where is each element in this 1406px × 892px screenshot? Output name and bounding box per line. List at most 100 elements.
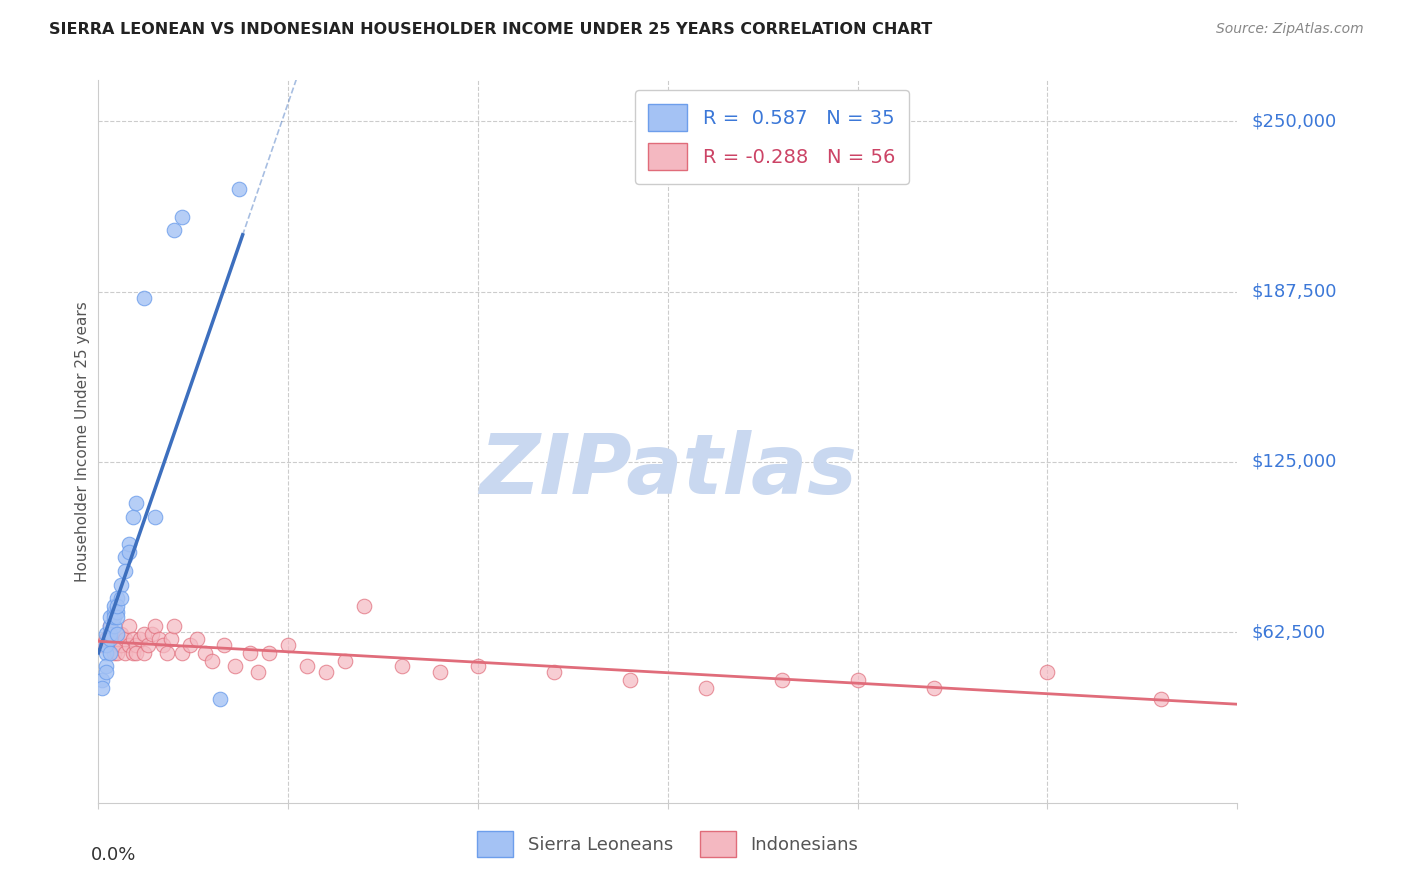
- Point: [98, 610, 121, 624]
- Point: [118, 638, 141, 652]
- Point: [98, 626, 121, 640]
- Point: [259, 646, 281, 660]
- Point: [110, 577, 132, 591]
- Point: [107, 632, 129, 647]
- Point: [114, 564, 136, 578]
- Point: [170, 210, 193, 224]
- Point: [170, 646, 193, 660]
- Point: [132, 626, 155, 640]
- Point: [121, 632, 143, 647]
- Point: [159, 632, 181, 647]
- Point: [103, 605, 125, 619]
- Point: [94, 626, 117, 640]
- Point: [118, 537, 141, 551]
- Point: [297, 659, 319, 673]
- Text: $62,500: $62,500: [1251, 624, 1326, 641]
- Text: SIERRA LEONEAN VS INDONESIAN HOUSEHOLDER INCOME UNDER 25 YEARS CORRELATION CHART: SIERRA LEONEAN VS INDONESIAN HOUSEHOLDER…: [49, 22, 932, 37]
- Point: [107, 626, 129, 640]
- Point: [110, 591, 132, 606]
- Point: [125, 638, 148, 652]
- Point: [103, 618, 125, 632]
- Point: [132, 292, 155, 306]
- Point: [136, 638, 159, 652]
- Point: [125, 496, 148, 510]
- Point: [467, 659, 489, 673]
- Point: [114, 646, 136, 660]
- Text: Source: ZipAtlas.com: Source: ZipAtlas.com: [1216, 22, 1364, 37]
- Point: [163, 618, 186, 632]
- Text: $250,000: $250,000: [1251, 112, 1337, 130]
- Point: [543, 665, 565, 679]
- Point: [246, 665, 269, 679]
- Text: $125,000: $125,000: [1251, 453, 1337, 471]
- Point: [208, 692, 231, 706]
- Point: [94, 665, 117, 679]
- Text: ZIPatlas: ZIPatlas: [479, 430, 856, 511]
- Point: [1036, 665, 1059, 679]
- Legend: Sierra Leoneans, Indonesians: Sierra Leoneans, Indonesians: [468, 822, 868, 866]
- Point: [98, 618, 121, 632]
- Point: [129, 632, 152, 647]
- Point: [353, 599, 375, 614]
- Point: [391, 659, 413, 673]
- Point: [107, 610, 129, 624]
- Point: [201, 654, 224, 668]
- Point: [98, 646, 121, 660]
- Point: [619, 673, 641, 687]
- Point: [118, 545, 141, 559]
- Point: [121, 646, 143, 660]
- Point: [107, 646, 129, 660]
- Point: [98, 618, 121, 632]
- Point: [770, 673, 793, 687]
- Point: [922, 681, 945, 696]
- Point: [125, 646, 148, 660]
- Point: [91, 681, 114, 696]
- Text: $187,500: $187,500: [1251, 283, 1337, 301]
- Point: [94, 632, 117, 647]
- Point: [94, 646, 117, 660]
- Point: [179, 638, 201, 652]
- Point: [103, 638, 125, 652]
- Point: [132, 646, 155, 660]
- Point: [335, 654, 357, 668]
- Point: [315, 665, 337, 679]
- Point: [145, 618, 167, 632]
- Point: [114, 632, 136, 647]
- Point: [91, 638, 114, 652]
- Point: [194, 646, 217, 660]
- Point: [156, 646, 179, 660]
- Point: [239, 646, 262, 660]
- Point: [103, 646, 125, 660]
- Point: [107, 591, 129, 606]
- Point: [107, 599, 129, 614]
- Point: [1150, 692, 1173, 706]
- Point: [121, 509, 143, 524]
- Point: [212, 638, 235, 652]
- Y-axis label: Householder Income Under 25 years: Householder Income Under 25 years: [75, 301, 90, 582]
- Point: [114, 550, 136, 565]
- Point: [224, 659, 246, 673]
- Text: 0.0%: 0.0%: [91, 847, 136, 864]
- Point: [846, 673, 869, 687]
- Point: [277, 638, 299, 652]
- Point: [141, 626, 163, 640]
- Point: [103, 599, 125, 614]
- Point: [91, 673, 114, 687]
- Point: [228, 182, 250, 196]
- Point: [103, 610, 125, 624]
- Point: [107, 605, 129, 619]
- Point: [94, 659, 117, 673]
- Point: [118, 618, 141, 632]
- Point: [98, 632, 121, 647]
- Point: [110, 638, 132, 652]
- Point: [107, 626, 129, 640]
- Point: [145, 509, 167, 524]
- Point: [98, 626, 121, 640]
- Point: [186, 632, 208, 647]
- Point: [148, 632, 170, 647]
- Point: [695, 681, 717, 696]
- Point: [152, 638, 174, 652]
- Point: [110, 626, 132, 640]
- Point: [429, 665, 451, 679]
- Point: [163, 223, 186, 237]
